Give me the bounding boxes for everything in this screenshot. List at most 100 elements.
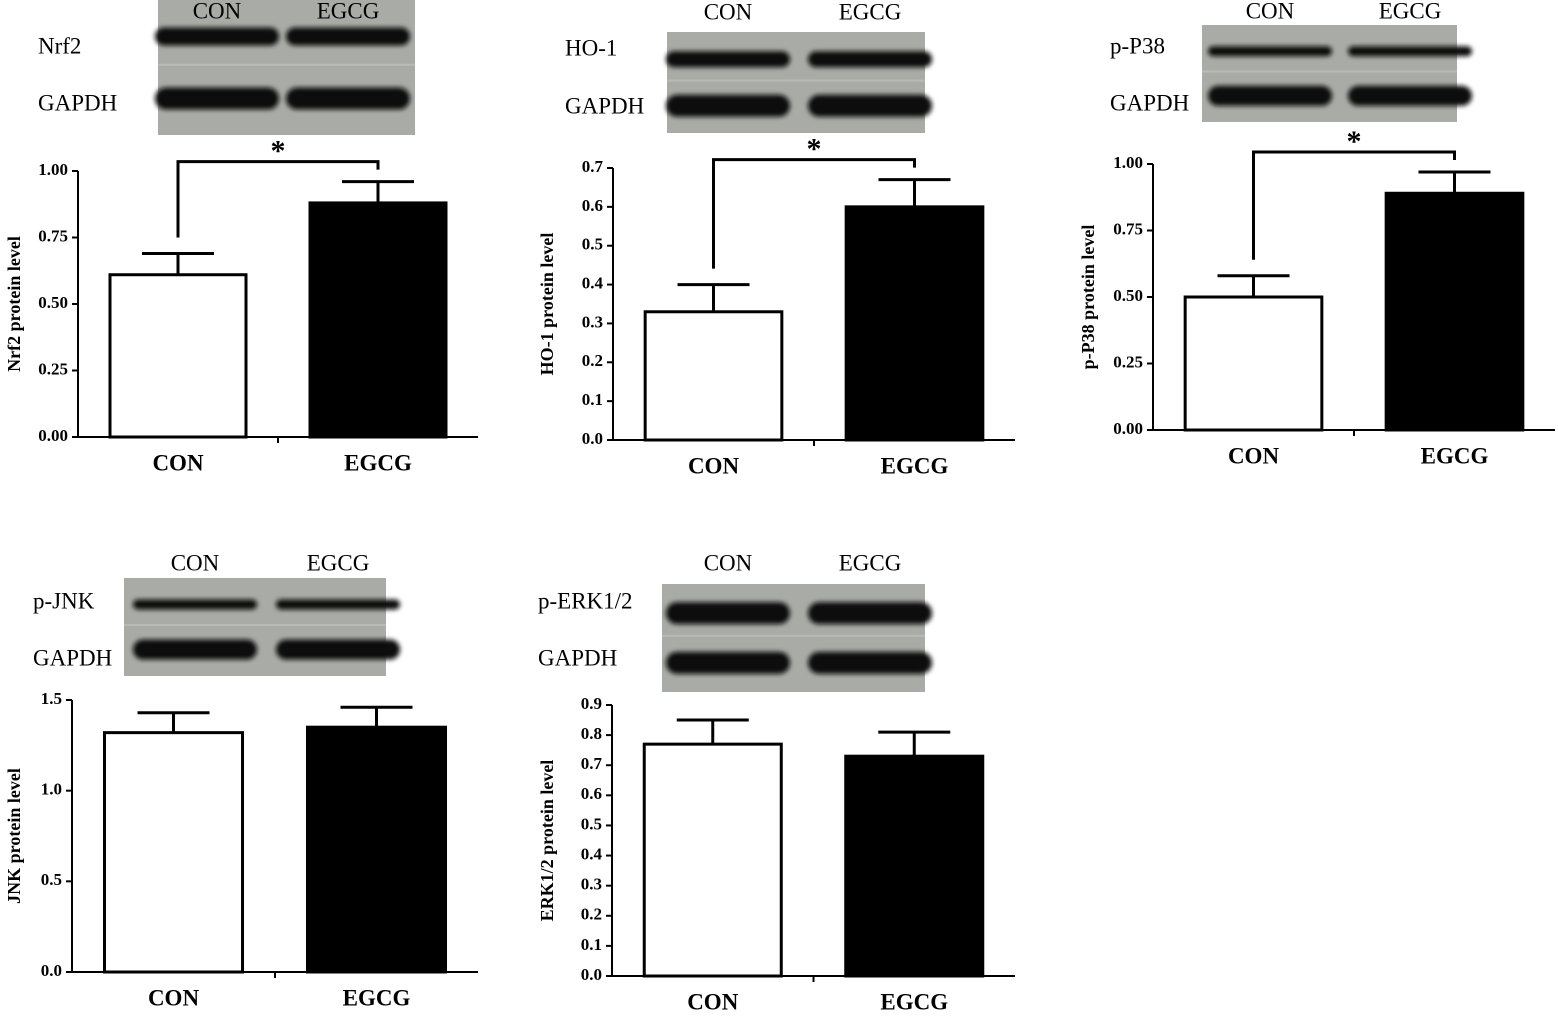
error-bar	[676, 718, 749, 745]
blot-lane-label: EGCG	[839, 550, 902, 575]
blot-row-label: GAPDH	[1110, 90, 1189, 115]
x-tick-label: EGCG	[880, 989, 948, 1014]
blot-lane-label: EGCG	[1379, 0, 1442, 23]
blot-lane-label: CON	[171, 550, 220, 575]
bar	[305, 725, 448, 974]
blot-row-label: HO-1	[565, 35, 617, 60]
blot-band	[666, 651, 790, 674]
x-tick-label: CON	[152, 450, 204, 475]
blot-band	[1208, 85, 1332, 106]
blot-band	[133, 599, 257, 610]
y-tick-label: 0.0	[41, 961, 62, 980]
blot-band	[1348, 46, 1472, 57]
blot-lane-label: CON	[193, 0, 242, 23]
significance-bracket	[712, 158, 916, 269]
significance-bracket	[176, 160, 380, 238]
bar	[844, 754, 985, 978]
error-bar	[342, 180, 414, 203]
y-tick-label: 1.00	[38, 160, 68, 179]
blot-band	[808, 94, 932, 117]
blot-row-label: p-P38	[1110, 33, 1165, 58]
blot-lane-label: CON	[704, 550, 753, 575]
y-tick-label: 1.00	[1113, 153, 1143, 172]
significance-label: *	[807, 133, 822, 166]
blot-row-label: p-JNK	[33, 588, 95, 613]
blot-band	[1208, 46, 1332, 57]
y-tick-label: 0.0	[582, 429, 603, 448]
bar	[642, 742, 783, 978]
y-tick-label: 0.2	[581, 905, 602, 924]
y-tick-label: 0.5	[582, 235, 603, 254]
y-axis-label: Nrf2 protein level	[4, 236, 24, 372]
y-tick-label: 0.00	[38, 426, 68, 445]
x-tick-label: CON	[148, 985, 200, 1010]
bar	[1384, 191, 1525, 432]
y-tick-label: 0.25	[1113, 352, 1143, 371]
y-tick-label: 0.5	[581, 814, 602, 833]
y-axis-label: JNK protein level	[4, 768, 24, 904]
bar	[108, 273, 248, 439]
error-bar	[142, 251, 214, 275]
y-tick-label: 0.3	[582, 312, 603, 331]
error-bar	[340, 705, 413, 728]
error-bar	[137, 711, 210, 733]
y-tick-label: 1.0	[41, 780, 62, 799]
blot-row-label: GAPDH	[33, 645, 112, 670]
error-bar	[677, 283, 750, 312]
x-tick-label: EGCG	[343, 985, 411, 1010]
y-tick-label: 0.5	[41, 870, 62, 889]
blot-band	[155, 27, 279, 46]
y-tick-label: 0.25	[38, 359, 68, 378]
blot-image	[662, 584, 925, 692]
blot-band	[155, 87, 279, 110]
y-tick-label: 0.1	[581, 935, 602, 954]
y-tick-label: 0.6	[582, 196, 603, 215]
error-bar	[1217, 274, 1290, 297]
blot-lane-label: CON	[704, 0, 753, 24]
y-tick-label: 0.4	[582, 273, 604, 292]
y-axis-label: HO-1 protein level	[537, 233, 557, 376]
blot-band	[808, 651, 932, 674]
blot-row-label: GAPDH	[538, 645, 617, 670]
bar	[1183, 295, 1324, 432]
y-tick-label: 0.75	[1113, 219, 1143, 238]
x-tick-label: EGCG	[881, 453, 949, 478]
blot-band	[276, 639, 400, 660]
x-tick-label: CON	[1228, 443, 1280, 468]
blot-band	[276, 599, 400, 610]
bar	[844, 205, 985, 442]
x-tick-label: CON	[688, 453, 740, 478]
y-axis-label: p-P38 protein level	[1078, 225, 1098, 370]
blot-band	[286, 87, 410, 110]
blot-lane-label: EGCG	[839, 0, 902, 24]
blot-lane-label: CON	[1246, 0, 1295, 23]
bar	[643, 310, 784, 442]
blot-lane-label: EGCG	[317, 0, 380, 23]
y-tick-label: 0.2	[582, 351, 603, 370]
y-tick-label: 0.0	[581, 965, 602, 984]
blot-band	[286, 27, 410, 46]
x-tick-label: EGCG	[344, 450, 412, 475]
blot-band	[666, 51, 790, 68]
y-tick-label: 0.00	[1113, 419, 1143, 438]
y-tick-label: 0.6	[581, 784, 602, 803]
error-bar	[1418, 170, 1491, 194]
y-tick-label: 0.3	[581, 875, 602, 894]
blot-lane-label: EGCG	[307, 550, 370, 575]
blot-row-label: GAPDH	[565, 93, 644, 118]
y-tick-label: 0.7	[581, 754, 603, 773]
blot-image	[1202, 25, 1457, 122]
significance-label: *	[1347, 125, 1362, 158]
error-bar	[878, 730, 951, 757]
blot-band	[666, 602, 790, 625]
y-tick-label: 1.5	[41, 689, 62, 708]
y-axis-label: ERK1/2 protein level	[537, 760, 557, 922]
blot-band	[1348, 85, 1472, 106]
blot-row-label: GAPDH	[38, 90, 117, 115]
significance-label: *	[271, 135, 286, 168]
y-tick-label: 0.8	[581, 724, 602, 743]
x-tick-label: CON	[687, 989, 739, 1014]
y-tick-label: 0.75	[38, 226, 68, 245]
y-tick-label: 0.9	[581, 694, 602, 713]
